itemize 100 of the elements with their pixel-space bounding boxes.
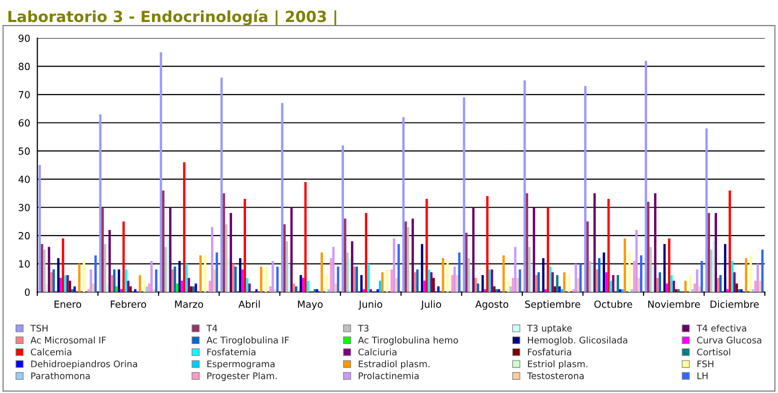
bar [558,286,561,292]
bar [230,213,232,292]
bar [537,272,540,292]
legend-label: Hemoglob. Glicosilada [528,336,628,346]
bar [320,252,323,292]
bar [591,264,594,292]
bar [612,275,614,292]
legend-label: Parathomona [31,372,90,380]
y-tick-label: 90 [18,34,30,42]
legend-label: Cortisol [697,348,730,356]
y-tick-label: 40 [18,176,30,183]
bar [146,286,148,292]
legend-label: Prolactinemia [358,372,419,380]
bar [700,260,703,292]
bar [38,165,41,292]
bar [412,218,414,292]
bar [638,278,640,292]
bar [756,264,759,292]
legend-label: Ac Microsomal IF [30,336,106,344]
y-tick-label: 30 [18,204,30,212]
bar [108,230,111,292]
bar [507,280,510,292]
bar [509,286,512,292]
bar [272,260,274,292]
y-tick-label: 70 [18,91,30,98]
bar [691,289,694,292]
x-tick-label: Junio [358,300,382,310]
bar [66,275,69,292]
bar [502,255,505,292]
bar [482,275,484,292]
x-tick-label: Octubre [594,300,632,308]
bar [208,280,212,292]
bar [122,221,125,292]
bar [488,269,491,292]
bar [94,255,97,292]
bar [381,272,384,292]
x-tick-label: Julio [420,300,442,310]
bar [115,286,118,292]
bar [652,266,654,292]
bar [129,286,132,292]
bar [244,198,246,292]
legend-label: Curva Glucosa [697,336,762,344]
bar [180,280,184,292]
bar [120,289,122,292]
bar [416,269,419,292]
bar [616,275,620,292]
bar [730,260,734,292]
bar [677,289,680,292]
bar [342,145,344,292]
bar [87,289,90,292]
bar [127,280,130,292]
bar [644,60,648,292]
bar [134,289,136,292]
y-tick-label: 50 [18,147,30,155]
bar [446,260,449,292]
x-tick-label: Diciembre [710,300,759,308]
bar [222,193,226,292]
bar [216,252,218,292]
bar [451,275,454,292]
bar [610,280,612,292]
legend-label: LH [698,372,708,380]
bar [666,284,668,292]
legend-label: Fosfatemia [207,348,256,356]
bar [668,238,670,292]
bar [188,278,190,292]
bar [535,275,538,292]
bar [605,272,608,292]
bar [437,286,440,292]
bar [274,289,276,292]
bar [514,246,516,292]
bar [264,266,267,292]
bar [169,207,172,292]
bar [348,258,351,292]
legend-label: T3 [358,324,368,332]
bar [423,280,426,292]
x-tick-label: Febrero [110,300,146,308]
bar [563,272,566,292]
bar [624,238,626,292]
bar [738,289,740,292]
bar [106,284,108,292]
legend-label: Estradiol plasm. [358,360,430,370]
bar [92,284,94,292]
bar [493,286,496,292]
bar [225,224,228,292]
bar [750,255,752,292]
legend-label: Calciuria [358,348,396,356]
bar [99,114,102,292]
bar [544,289,547,292]
bar [474,278,477,292]
y-tick-label: 80 [18,62,30,70]
legend-label: TSH [30,324,48,332]
bar [171,269,174,292]
bar [364,213,368,292]
bar [43,250,46,292]
legend-label: FSH [698,360,714,368]
bar [46,284,48,292]
bar [50,272,53,292]
bar [281,103,284,292]
bar [176,284,178,292]
bar [542,258,544,292]
